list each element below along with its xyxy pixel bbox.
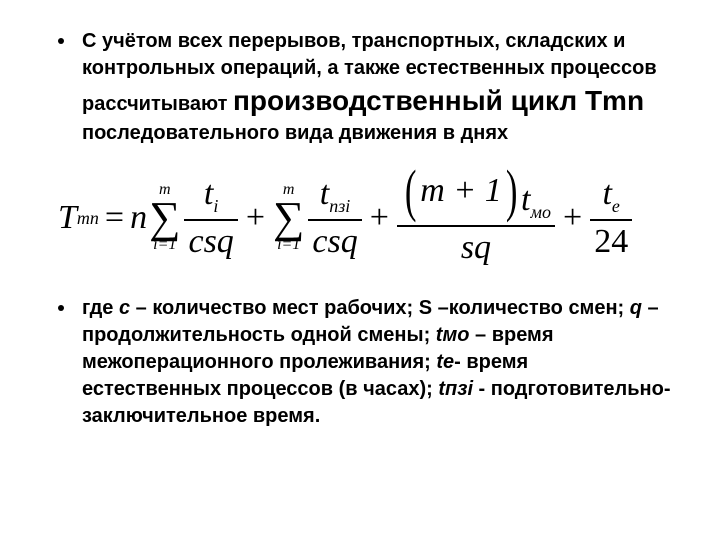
frac2-num: tпзi [316,175,354,217]
sum-1: m ∑ i=1 [149,182,180,254]
frac1-num-var: t [204,175,213,212]
b2-tmo: tмо [436,324,470,346]
frac3-num: ( m + 1 ) tмо [397,169,555,223]
bullet-1-post: последовательного вида движения в днях [82,122,508,144]
sum2-bot: i=1 [277,237,300,253]
equals: = [105,201,124,235]
frac1-num: ti [200,175,222,217]
plus-1: + [246,201,265,235]
slide: С учётом всех перерывов, транспортных, с… [0,0,720,540]
bullet-dot [58,38,64,44]
frac1-den: csq [184,223,237,261]
b2-tpzi: tпзi [438,378,473,400]
frac4-bar [590,219,632,221]
frac2-bar [308,219,361,221]
frac1-bar [184,219,237,221]
b2-c: с [119,297,130,319]
b2-te: te [436,351,454,373]
frac-4: te 24 [590,175,632,261]
frac2-num-sub: пзi [329,196,350,216]
b2-q: q [630,297,642,319]
sigma-icon: ∑ [149,198,180,238]
bullet-1-big: производственный цикл Tmn [233,85,644,116]
frac-2: tпзi csq [308,175,361,261]
frac1-num-sub: i [213,196,218,216]
frac4-num: te [598,175,623,217]
frac3-after-sub: мо [531,202,552,222]
frac-1: ti csq [184,175,237,261]
paren-inner: m + 1 [420,174,502,208]
paren-group: ( m + 1 ) [401,171,521,212]
b2-c-txt: – количество мест рабочих; S –количество… [130,297,630,319]
frac3-after-var: t [521,181,530,218]
frac4-den: 24 [590,223,632,261]
lparen-icon: ( [405,171,417,212]
frac2-num-var: t [320,175,329,212]
plus-2: + [370,201,389,235]
bullet-1-text: С учётом всех перерывов, транспортных, с… [82,28,672,147]
frac3-bar [397,225,555,227]
sum1-bot: i=1 [153,237,176,253]
sigma-icon: ∑ [273,198,304,238]
frac4-num-var: t [602,175,611,212]
frac-3: ( m + 1 ) tмо sq [397,169,555,267]
lhs-var: T [58,201,77,235]
frac3-den: sq [457,229,495,267]
plus-3: + [563,201,582,235]
n-coef: n [130,201,147,235]
formula: Tmn = n m ∑ i=1 ti csq + m ∑ i=1 tпзi cs… [58,169,672,267]
frac4-num-sub: e [612,196,620,216]
lhs-sub: mn [77,209,99,227]
b2-pre: где [82,297,119,319]
frac2-den: csq [308,223,361,261]
bullet-2: где с – количество мест рабочих; S –коли… [58,295,672,430]
rparen-icon: ) [506,171,518,212]
sum-2: m ∑ i=1 [273,182,304,254]
bullet-1: С учётом всех перерывов, транспортных, с… [58,28,672,147]
bullet-dot [58,305,64,311]
bullet-2-text: где с – количество мест рабочих; S –коли… [82,295,672,430]
